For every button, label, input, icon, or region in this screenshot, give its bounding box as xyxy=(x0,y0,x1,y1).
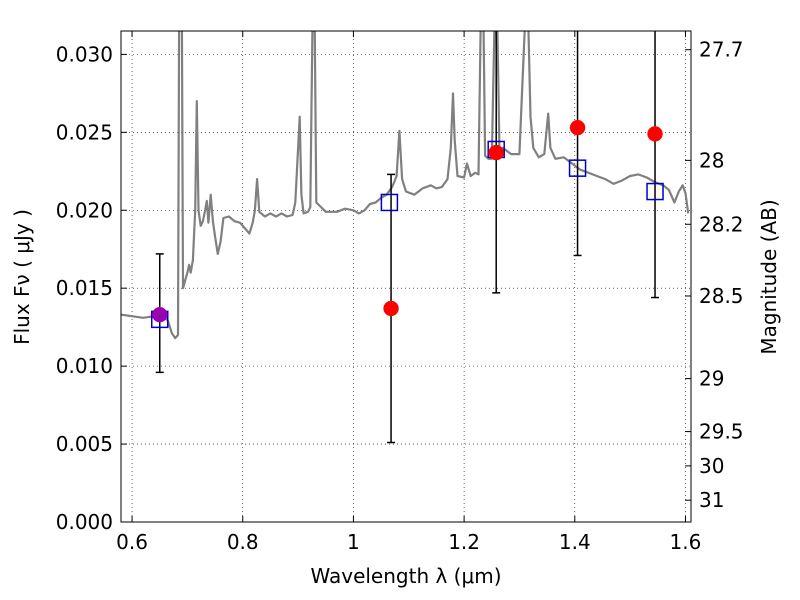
observed-flux-point xyxy=(383,300,399,317)
right-axis-label: Magnitude (AB) xyxy=(757,199,781,354)
model-photometry-square xyxy=(646,182,664,201)
y-tick-label: 0.010 xyxy=(56,354,113,378)
observed-flux-point xyxy=(647,126,663,142)
plot-frame xyxy=(120,30,692,523)
right-tick-label: 29 xyxy=(699,367,724,391)
model-photometry-square xyxy=(568,159,587,177)
x-tick-label: 1.4 xyxy=(559,530,591,554)
right-tick-label: 28 xyxy=(699,148,724,172)
right-tick-label: 29.5 xyxy=(699,420,744,444)
y-tick-label: 0.015 xyxy=(56,276,113,300)
x-axis-label: Wavelength λ (μm) xyxy=(310,564,501,588)
y-tick-label: 0.000 xyxy=(56,510,113,534)
y-tick-label: 0.025 xyxy=(56,120,113,144)
y-tick-label: 0.005 xyxy=(56,432,113,456)
x-tick-label: 0.8 xyxy=(227,530,259,554)
y-tick-label: 0.020 xyxy=(56,198,113,222)
plot-area xyxy=(121,31,690,444)
x-tick-label: 1.2 xyxy=(448,530,480,554)
observed-flux-point xyxy=(569,119,586,136)
observed-flux-point xyxy=(488,144,504,161)
right-tick-label: 28.5 xyxy=(699,284,744,308)
x-tick-label: 1.6 xyxy=(670,530,702,554)
observed-flux-point xyxy=(151,306,168,323)
model-photometry-square xyxy=(380,193,399,212)
right-tick-label: 31 xyxy=(699,488,724,512)
x-tick-label: 1 xyxy=(347,530,360,554)
right-tick-label: 28.2 xyxy=(699,212,744,236)
y-tick-label: 0.030 xyxy=(56,42,113,66)
right-tick-label: 27.7 xyxy=(699,38,744,62)
spectrum-line xyxy=(121,31,690,340)
axes: 0.6 0.8 1 1.2 1.4 1.6 0.000 0.005 0.010 0.015 0.02… xyxy=(56,31,744,554)
right-tick-label: 30 xyxy=(699,454,724,478)
y-axis-label: Flux Fν ( μJy ) xyxy=(10,209,34,345)
x-tick-label: 0.6 xyxy=(116,530,148,554)
grid xyxy=(121,31,691,523)
